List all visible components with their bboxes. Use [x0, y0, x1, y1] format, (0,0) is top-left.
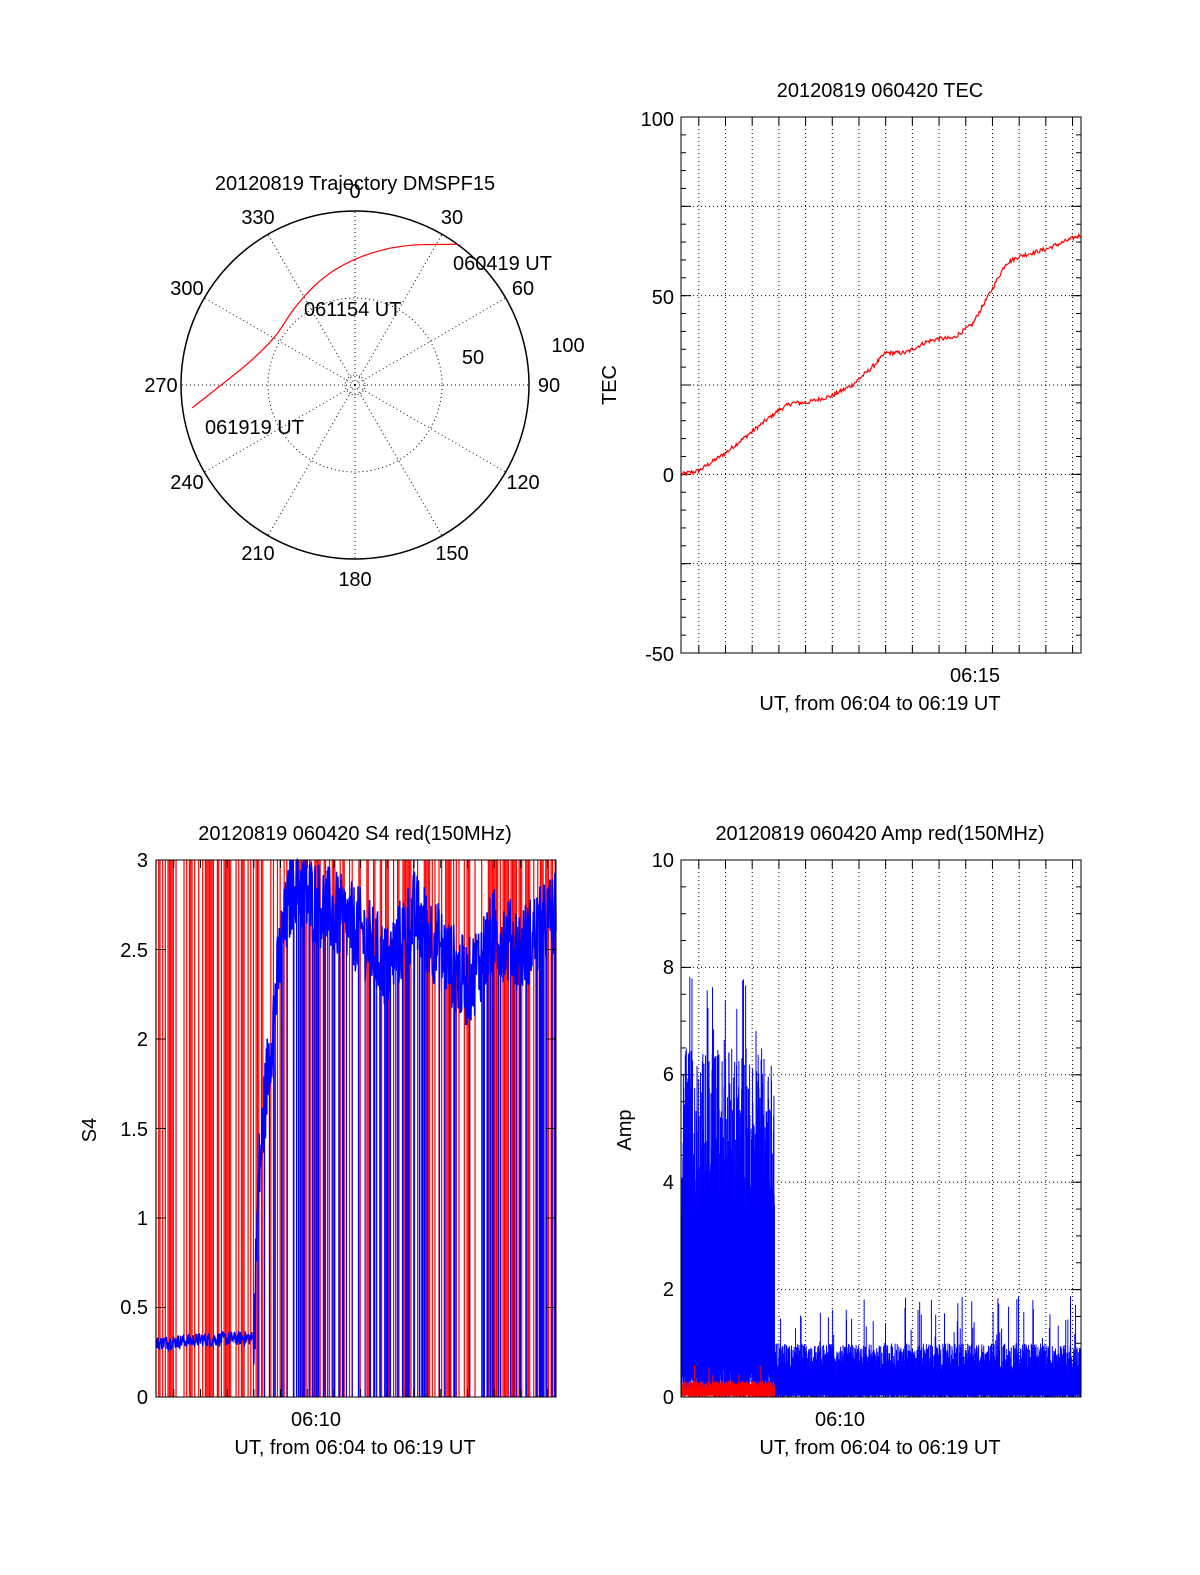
tec-y-tick-0: 0 — [663, 465, 674, 487]
amp-y-tick-6: 6 — [663, 1064, 674, 1086]
polar-azimuth-labels: 0 30 60 90 120 150 180 210 240 270 300 330 — [144, 181, 560, 591]
polar-spoke-120 — [354, 384, 506, 473]
tec-grid — [681, 116, 1081, 654]
polar-ring-50 — [267, 297, 443, 473]
s4-y-label: S4 — [79, 1118, 101, 1142]
polar-azimuth-label-60: 60 — [512, 278, 534, 300]
polar-azimuth-label-270: 270 — [144, 375, 177, 397]
trajectory-label-end: 061919 UT — [205, 417, 304, 439]
amp-x-tick-0610: 06:10 — [815, 1409, 865, 1431]
tec-plot-frame — [680, 116, 1082, 654]
amp-title: 20120819 060420 Amp red(150MHz) — [715, 823, 1044, 845]
polar-azimuth-label-120: 120 — [506, 472, 539, 494]
s4-y-tick-0-5: 0.5 — [120, 1297, 148, 1319]
polar-azimuth-label-150: 150 — [435, 543, 468, 565]
amp-x-label: UT, from 06:04 to 06:19 UT — [759, 1437, 1000, 1459]
s4-y-tick-0: 0 — [137, 1387, 148, 1409]
tec-y-tick-50: 50 — [652, 287, 674, 309]
polar-azimuth-label-30: 30 — [441, 207, 463, 229]
amp-blue-series — [680, 976, 1082, 1397]
tec-chart: 20120819 060420 TEC 06:15 UT, from 06:04… — [599, 80, 1082, 715]
tec-series-line — [680, 232, 1081, 477]
polar-azimuth-label-90: 90 — [538, 375, 560, 397]
trajectory-label-start: 060419 UT — [453, 253, 552, 275]
amp-y-tick-10: 10 — [652, 850, 674, 872]
polar-azimuth-label-240: 240 — [170, 472, 203, 494]
tec-title: 20120819 060420 TEC — [777, 80, 983, 102]
amp-plot-frame — [680, 859, 1082, 1398]
tec-y-tick-100: 100 — [641, 109, 674, 131]
polar-azimuth-label-0: 0 — [349, 181, 360, 203]
s4-y-tick-2-5: 2.5 — [120, 940, 148, 962]
polar-spoke-330 — [267, 234, 356, 386]
amp-chart: 20120819 060420 Amp red(150MHz) 06:10 UT… — [614, 823, 1082, 1459]
s4-axis-ticks — [156, 860, 556, 1397]
polar-spoke-300 — [204, 297, 356, 386]
s4-plot-frame — [155, 859, 557, 1398]
tec-y-label: TEC — [599, 365, 621, 405]
polar-radial-tick-100: 100 — [551, 335, 584, 357]
polar-outer-circle — [180, 210, 530, 560]
s4-blue-series-line — [155, 857, 557, 1365]
amp-y-tick-0: 0 — [663, 1387, 674, 1409]
amp-y-tick-4: 4 — [663, 1172, 674, 1194]
polar-azimuth-label-300: 300 — [170, 278, 203, 300]
trajectory-polar-chart: 20120819 Trajectory DMSPF15 0 30 60 90 120 15… — [144, 173, 584, 591]
trajectory-track — [191, 243, 458, 409]
polar-spoke-150 — [354, 384, 443, 536]
amp-y-label: Amp — [614, 1109, 636, 1150]
s4-y-tick-2: 2 — [137, 1029, 148, 1051]
polar-spoke-30 — [354, 234, 443, 386]
amp-y-tick-8: 8 — [663, 957, 674, 979]
polar-azimuth-label-330: 330 — [241, 207, 274, 229]
s4-chart: 20120819 060420 S4 red(150MHz) 06:10 UT,… — [79, 823, 557, 1459]
tec-x-tick-0615: 06:15 — [950, 665, 1000, 687]
tec-x-label: UT, from 06:04 to 06:19 UT — [759, 693, 1000, 715]
s4-y-tick-1-5: 1.5 — [120, 1119, 148, 1141]
polar-center-ring — [344, 374, 366, 396]
polar-azimuth-label-210: 210 — [241, 543, 274, 565]
amp-y-tick-2: 2 — [663, 1279, 674, 1301]
polar-radial-tick-50: 50 — [462, 347, 484, 369]
s4-x-label: UT, from 06:04 to 06:19 UT — [234, 1437, 475, 1459]
s4-y-tick-1: 1 — [137, 1208, 148, 1230]
polar-spoke-60 — [354, 297, 506, 386]
polar-grid — [180, 210, 530, 560]
amp-red-series — [680, 1365, 775, 1397]
s4-y-tick-3: 3 — [137, 850, 148, 872]
polar-title: 20120819 Trajectory DMSPF15 — [215, 173, 495, 195]
s4-title: 20120819 060420 S4 red(150MHz) — [198, 823, 512, 845]
s4-x-tick-0610: 06:10 — [291, 1409, 341, 1431]
trajectory-label-mid: 061154 UT — [304, 299, 401, 321]
polar-spoke-210 — [267, 384, 356, 536]
tec-y-tick-neg50: -50 — [645, 644, 674, 666]
polar-spoke-240 — [204, 384, 356, 473]
polar-azimuth-label-180: 180 — [338, 569, 371, 591]
